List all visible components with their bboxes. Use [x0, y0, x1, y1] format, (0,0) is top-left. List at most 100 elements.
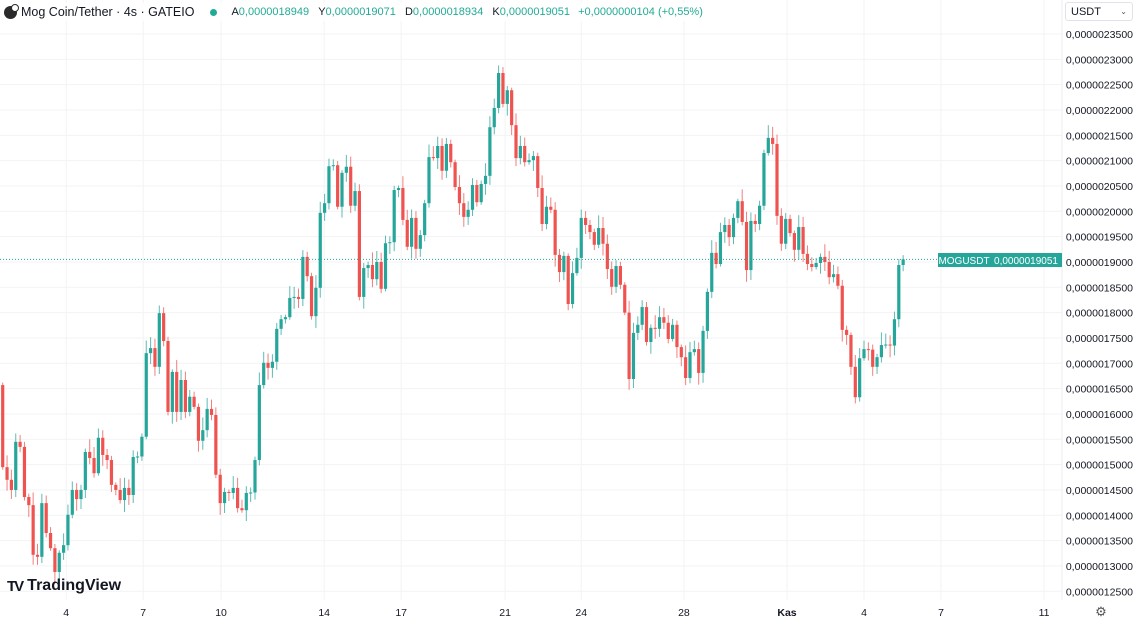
candle — [323, 193, 327, 221]
x-tick-label: 10 — [215, 607, 227, 619]
candle — [623, 282, 627, 316]
candle — [236, 477, 240, 513]
candle — [710, 240, 714, 299]
candle-body-down — [105, 454, 109, 461]
candle-body-down — [557, 254, 562, 273]
candle — [444, 138, 448, 178]
y-tick-label: 0,0000017500 — [1066, 333, 1133, 345]
candle — [131, 450, 135, 504]
candle — [884, 333, 888, 349]
candle-body-up — [283, 317, 288, 320]
candle-body-up — [375, 261, 379, 280]
candle — [531, 151, 535, 171]
close-key: K — [492, 6, 500, 18]
candle-body-up — [818, 256, 823, 263]
candle-body-up — [749, 220, 753, 271]
y-tick-label: 0,0000012500 — [1066, 586, 1133, 598]
candle — [692, 340, 696, 356]
candle — [83, 448, 87, 498]
candle-body-up — [892, 319, 897, 346]
candle-body-up — [692, 349, 696, 353]
y-tick-label: 0,0000014000 — [1066, 510, 1133, 522]
candle — [510, 87, 514, 136]
candle — [314, 275, 318, 328]
candle — [501, 67, 505, 108]
candle-body-up — [562, 255, 566, 273]
y-tick-label: 0,0000020000 — [1066, 206, 1133, 218]
candle — [292, 286, 296, 309]
candle — [792, 230, 796, 262]
candle-body-up — [640, 307, 644, 325]
candle — [88, 439, 92, 465]
candle — [892, 311, 897, 356]
candle-body-down — [888, 344, 892, 346]
x-tick-label: Kas — [777, 607, 796, 619]
time-axis[interactable]: 4 7 10 14 17 21 24 28 Kas 4 7 11 — [63, 607, 1049, 619]
candle — [462, 193, 466, 227]
price-axis-bg[interactable] — [1062, 0, 1140, 600]
candle-body-down — [53, 548, 57, 573]
candle — [170, 369, 174, 424]
symbol-badge-label: MOGUSDT — [938, 256, 989, 267]
candle — [414, 211, 418, 259]
candle — [140, 433, 144, 461]
currency-select[interactable]: USDT ⌄ — [1065, 2, 1133, 21]
candle-body-down — [849, 334, 853, 367]
candle-body-down — [610, 269, 614, 287]
settings-gear-icon[interactable]: ⚙ — [1095, 604, 1107, 619]
currency-select-value: USDT — [1071, 5, 1101, 18]
candle — [62, 533, 66, 560]
candle-body-down — [866, 349, 870, 351]
symbol-title[interactable]: Mog Coin/Tether · 4s · GATEIO — [21, 5, 195, 19]
price-axis[interactable]: 0,0000023500 0,0000023000 0,0000022500 0,00… — [1066, 29, 1133, 598]
candle-body-up — [879, 345, 883, 358]
candle — [723, 217, 727, 243]
candle-body-down — [514, 125, 518, 159]
x-tick-label: 28 — [678, 607, 690, 619]
candle — [266, 353, 270, 380]
candle — [214, 407, 218, 479]
candle — [336, 160, 340, 210]
candle-body-down — [5, 467, 9, 480]
y-tick-label: 0,0000013000 — [1066, 561, 1133, 573]
candle — [53, 543, 57, 583]
y-tick-label: 0,0000021500 — [1066, 130, 1133, 142]
candle-body-up — [205, 408, 209, 431]
candle — [222, 487, 227, 514]
candle — [349, 156, 353, 213]
candle — [275, 322, 279, 370]
candle — [388, 236, 392, 255]
tradingview-logo[interactable]: TV TradingView — [7, 577, 121, 595]
candle-body-up — [66, 514, 70, 546]
candle-body-down — [827, 261, 831, 278]
candle — [853, 355, 857, 404]
candle-body-down — [357, 191, 361, 297]
candle-body-down — [592, 232, 596, 245]
candle — [758, 200, 762, 231]
candle-body-down — [349, 166, 353, 206]
candle — [762, 149, 766, 211]
candle — [105, 449, 109, 470]
candle-body-up — [597, 228, 601, 245]
candle — [370, 252, 375, 288]
candle-body-down — [684, 357, 688, 378]
candle-body-up — [144, 353, 148, 437]
candle — [584, 211, 588, 234]
candle-body-up — [614, 266, 618, 287]
candle — [431, 146, 435, 161]
candle — [701, 325, 705, 383]
market-status-icon[interactable] — [210, 8, 218, 16]
candle — [562, 251, 566, 281]
candle — [845, 325, 849, 345]
candle — [753, 214, 757, 233]
candle — [218, 468, 222, 515]
candle — [697, 342, 701, 385]
candle — [788, 214, 792, 237]
candle — [570, 261, 575, 309]
candle-body-up — [527, 160, 531, 163]
candle — [149, 337, 153, 364]
candle-body-up — [331, 165, 335, 167]
candle-body-up — [40, 503, 44, 557]
y-tick-label: 0,0000019500 — [1066, 232, 1133, 244]
